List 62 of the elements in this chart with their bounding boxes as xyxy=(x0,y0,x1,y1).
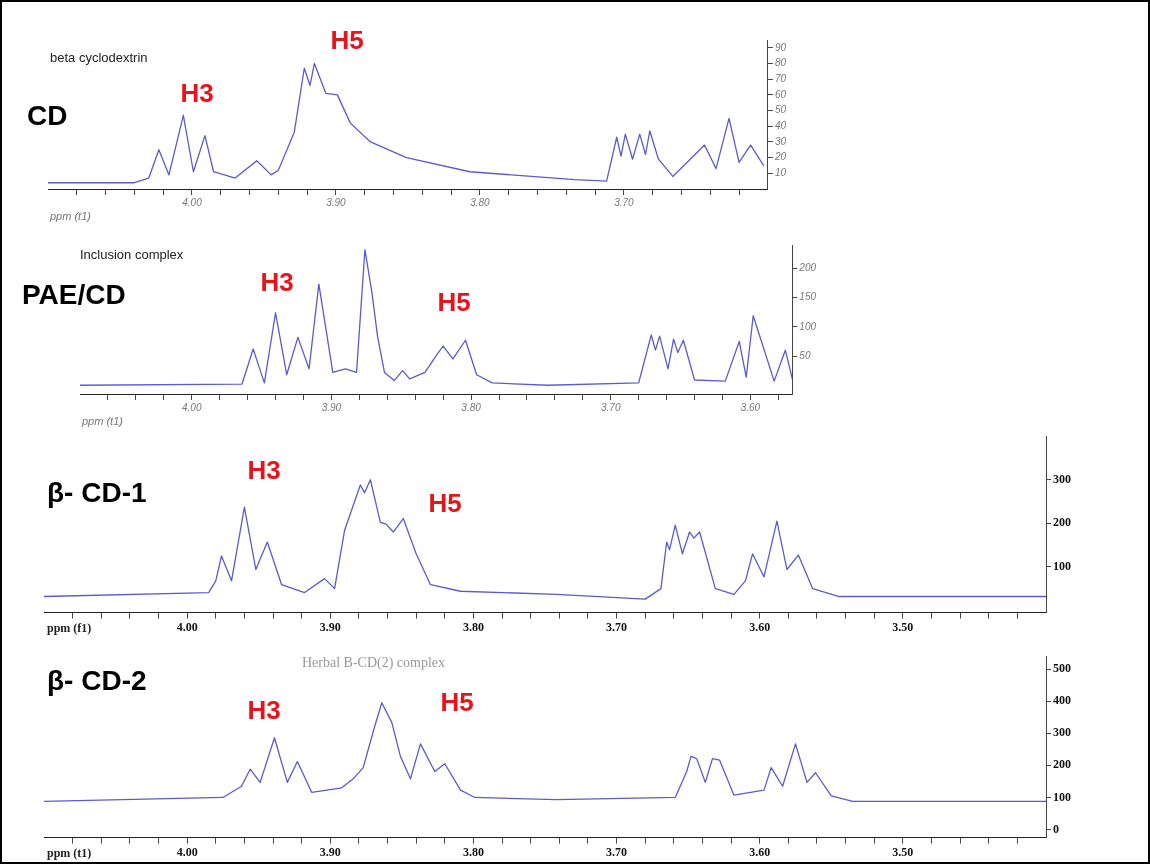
y-tick-label: 200 xyxy=(1053,757,1071,772)
chart-subtitle: Inclusion complex xyxy=(80,247,184,262)
x-axis-title: ppm (t1) xyxy=(82,415,123,427)
x-tick-label: 3.70 xyxy=(614,196,635,208)
x-tick-label: 3.60 xyxy=(749,844,771,859)
text: β- CD-1 xyxy=(47,477,147,509)
annotation: H5 xyxy=(437,287,471,318)
y-tick-label: 70 xyxy=(774,72,787,84)
y-tick-label: 90 xyxy=(774,41,787,53)
x-tick-label: 3.60 xyxy=(749,619,771,634)
y-tick-label: 400 xyxy=(1053,693,1071,708)
annotation: H3 xyxy=(247,455,281,486)
chart-subtitle: Herbal B-CD(2) complex xyxy=(302,655,446,671)
x-axis-title: ppm (t1) xyxy=(47,846,92,861)
x-tick-label: 3.50 xyxy=(892,844,914,859)
y-tick-label: 0 xyxy=(1053,821,1059,836)
x-tick-label: 4.00 xyxy=(182,196,203,208)
x-tick-label: 3.50 xyxy=(892,619,914,634)
annotation: H5 xyxy=(440,687,474,718)
y-tick-label: 300 xyxy=(1053,725,1071,740)
y-tick-label: 20 xyxy=(773,151,787,163)
y-tick-label: 100 xyxy=(1053,789,1071,804)
x-tick-label: 3.70 xyxy=(601,401,621,413)
y-tick-label: 200 xyxy=(1053,515,1071,530)
y-tick-label: 30 xyxy=(774,135,787,147)
y-tick-label: 50 xyxy=(774,104,787,116)
y-tick-label: 10 xyxy=(774,167,787,179)
x-tick-label: 4.00 xyxy=(182,401,202,413)
annotation: H3 xyxy=(260,267,294,298)
x-tick-label: 3.90 xyxy=(319,619,341,634)
x-tick-label: 3.60 xyxy=(740,401,761,413)
annotation: H3 xyxy=(247,695,281,726)
y-tick-label: 100 xyxy=(799,320,817,332)
x-tick-label: 3.80 xyxy=(461,401,482,413)
annotation: H5 xyxy=(428,488,462,519)
text: PAE/CD xyxy=(22,279,126,311)
x-tick-label: 3.80 xyxy=(462,844,484,859)
x-tick-label: 3.90 xyxy=(321,401,342,413)
y-tick-label: 150 xyxy=(799,291,817,303)
x-tick-label: 4.00 xyxy=(176,844,198,859)
y-tick-label: 100 xyxy=(1053,558,1071,573)
x-tick-label: 3.70 xyxy=(606,619,628,634)
y-tick-label: 200 xyxy=(798,262,817,274)
x-tick-label: 3.90 xyxy=(326,196,347,208)
text: beta cyclodextrin xyxy=(50,50,148,65)
x-tick-label: 3.80 xyxy=(462,619,484,634)
y-tick-label: 40 xyxy=(774,120,787,132)
text: CD xyxy=(27,100,68,132)
y-tick-label: 300 xyxy=(1053,471,1071,486)
x-axis-title: ppm (f1) xyxy=(47,621,92,636)
x-tick-label: 3.70 xyxy=(606,844,628,859)
y-tick-label: 50 xyxy=(799,349,811,361)
x-tick-label: 4.00 xyxy=(176,619,198,634)
x-axis-title: ppm (t1) xyxy=(50,210,91,222)
x-tick-label: 3.80 xyxy=(470,196,491,208)
y-tick-label: 60 xyxy=(774,88,787,100)
annotation: H3 xyxy=(180,78,214,109)
annotation: H5 xyxy=(330,25,364,56)
y-tick-label: 80 xyxy=(774,57,787,69)
x-tick-label: 3.90 xyxy=(319,844,341,859)
chart-title: β- CD-2 xyxy=(47,665,147,697)
y-tick-label: 500 xyxy=(1053,661,1071,676)
